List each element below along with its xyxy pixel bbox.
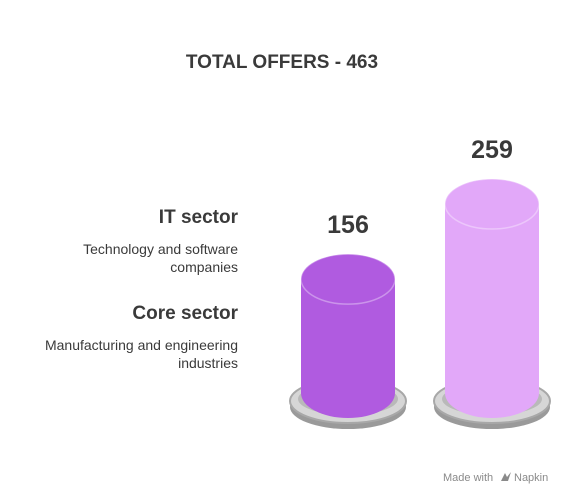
bars: 156 259 — [289, 136, 551, 429]
napkin-logo-icon — [501, 472, 511, 481]
bar-value-label-it-sector: 259 — [471, 136, 513, 164]
bar-value-label-core-sector: 156 — [327, 211, 369, 239]
legend-label-core-sector: Core sector — [132, 303, 238, 324]
footer-brand: Napkin — [514, 472, 548, 484]
legend-description-it-sector-line-1: Technology and software — [83, 241, 238, 257]
bar-body — [301, 279, 395, 418]
bar-top-cap — [444, 178, 540, 230]
chart-title: TOTAL OFFERS - 463 — [186, 52, 378, 73]
bar-body — [445, 204, 539, 418]
bar-it-sector: 259 — [433, 136, 551, 429]
bar-top-cap — [300, 253, 396, 305]
legend-description-core-sector-line-1: Manufacturing and engineering — [45, 337, 238, 353]
legend: IT sector Technology and software compan… — [45, 207, 239, 371]
footer-made-with: Made with — [443, 472, 493, 484]
footer: Made with Napkin — [443, 472, 548, 484]
legend-description-core-sector-line-2: industries — [178, 355, 238, 371]
legend-description-it-sector-line-2: companies — [170, 259, 238, 275]
bar-core-sector: 156 — [289, 211, 407, 429]
legend-label-it-sector: IT sector — [159, 207, 239, 228]
